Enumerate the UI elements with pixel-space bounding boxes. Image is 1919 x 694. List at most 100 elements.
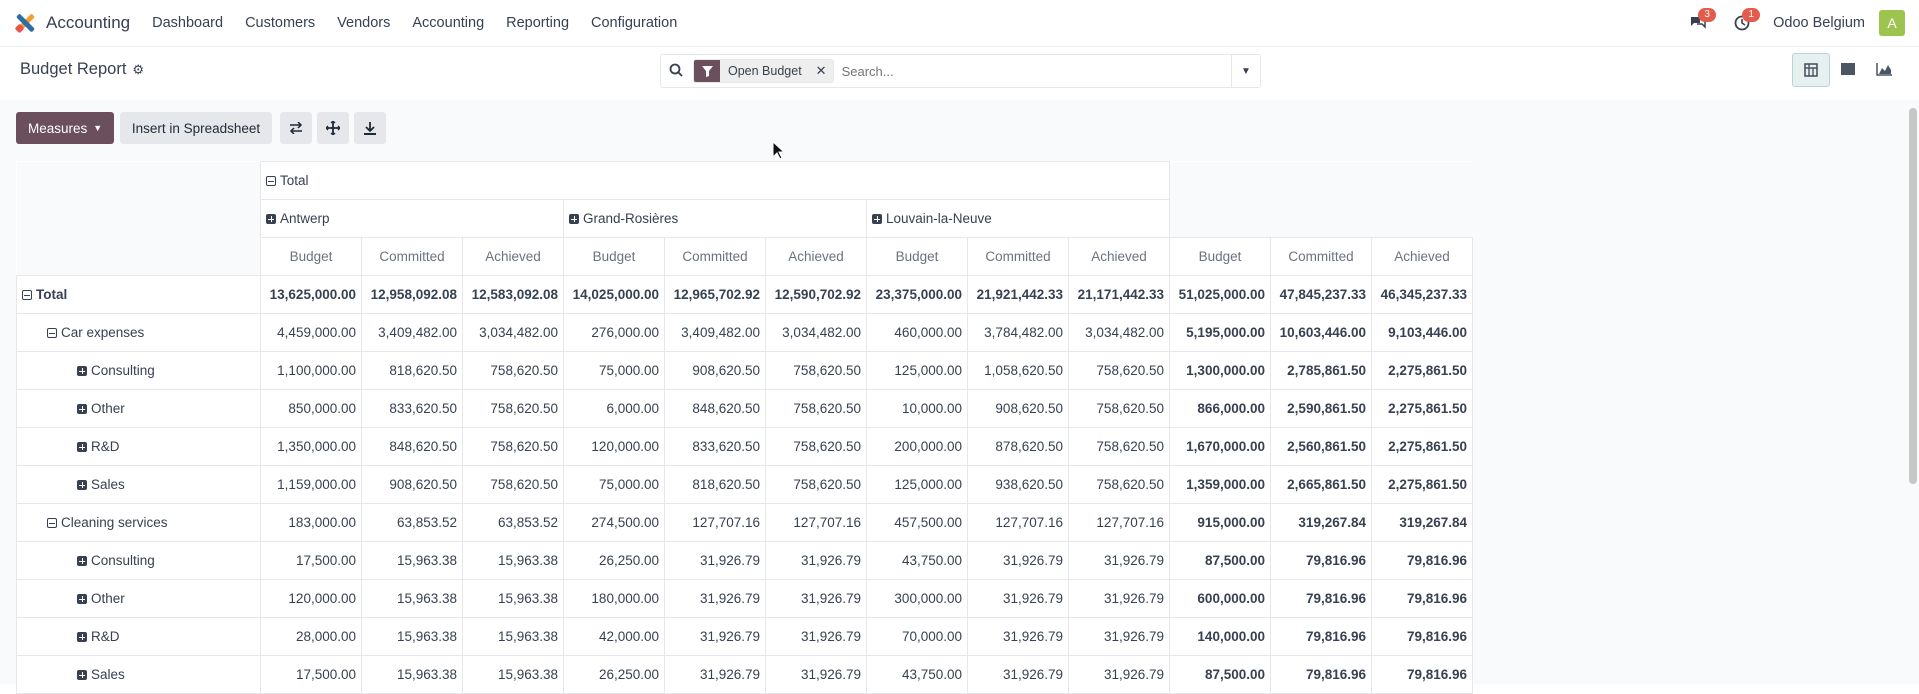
pivot-cell[interactable]: 31,926.79 [967,655,1069,694]
menu-item-vendors[interactable]: Vendors [337,15,391,31]
pivot-cell[interactable]: 125,000.00 [866,465,968,504]
pivot-cell[interactable]: 14,025,000.00 [563,275,665,314]
measure-header[interactable]: Achieved [462,237,564,276]
pivot-cell[interactable]: 15,963.38 [462,617,564,656]
pivot-cell[interactable]: 140,000.00 [1169,617,1271,656]
pivot-cell[interactable]: 12,965,702.92 [664,275,766,314]
measure-header[interactable]: Budget [866,237,968,276]
pivot-cell[interactable]: 127,707.16 [664,503,766,542]
company-switcher[interactable]: Odoo Belgium [1773,15,1865,31]
pivot-cell[interactable]: 183,000.00 [260,503,362,542]
pivot-cell[interactable]: 180,000.00 [563,579,665,618]
pivot-cell[interactable]: 1,300,000.00 [1169,351,1271,390]
pivot-cell[interactable]: 1,359,000.00 [1169,465,1271,504]
pivot-cell[interactable]: 908,620.50 [361,465,463,504]
app-logo-icon[interactable] [14,12,36,34]
pivot-cell[interactable]: 460,000.00 [866,313,968,352]
insert-spreadsheet-button[interactable]: Insert in Spreadsheet [120,112,272,144]
pivot-cell[interactable]: 31,926.79 [664,541,766,580]
list-view-button[interactable] [1830,53,1866,85]
pivot-cell[interactable]: 3,034,482.00 [765,313,867,352]
pivot-cell[interactable]: 2,275,861.50 [1371,351,1473,390]
pivot-cell[interactable]: 15,963.38 [361,655,463,694]
row-header[interactable]: Sales [16,465,261,504]
pivot-cell[interactable]: 120,000.00 [260,579,362,618]
app-name[interactable]: Accounting [46,13,131,32]
pivot-cell[interactable]: 31,926.79 [1068,579,1170,618]
pivot-cell[interactable]: 31,926.79 [765,617,867,656]
pivot-cell[interactable]: 75,000.00 [563,351,665,390]
pivot-cell[interactable]: 31,926.79 [664,655,766,694]
pivot-cell[interactable]: 3,034,482.00 [1068,313,1170,352]
pivot-cell[interactable]: 2,785,861.50 [1270,351,1372,390]
pivot-cell[interactable]: 79,816.96 [1371,541,1473,580]
pivot-cell[interactable]: 21,921,442.33 [967,275,1069,314]
pivot-cell[interactable]: 833,620.50 [664,427,766,466]
flip-axis-button[interactable] [280,112,312,144]
pivot-cell[interactable]: 31,926.79 [765,655,867,694]
row-header[interactable]: Cleaning services [16,503,261,542]
pivot-cell[interactable]: 3,409,482.00 [361,313,463,352]
pivot-cell[interactable]: 1,100,000.00 [260,351,362,390]
pivot-cell[interactable]: 31,926.79 [1068,617,1170,656]
pivot-cell[interactable]: 43,750.00 [866,655,968,694]
pivot-cell[interactable]: 2,275,861.50 [1371,389,1473,428]
pivot-cell[interactable]: 5,195,000.00 [1169,313,1271,352]
pivot-cell[interactable]: 70,000.00 [866,617,968,656]
pivot-cell[interactable]: 938,620.50 [967,465,1069,504]
pivot-cell[interactable]: 758,620.50 [1068,465,1170,504]
pivot-cell[interactable]: 15,963.38 [462,655,564,694]
pivot-cell[interactable]: 818,620.50 [664,465,766,504]
pivot-cell[interactable]: 2,665,861.50 [1270,465,1372,504]
avatar[interactable]: A [1879,10,1905,36]
chevron-down-icon[interactable]: ▼ [1231,55,1260,87]
pivot-cell[interactable]: 908,620.50 [664,351,766,390]
measures-button[interactable]: Measures ▼ [16,112,115,144]
pivot-cell[interactable]: 43,750.00 [866,541,968,580]
pivot-cell[interactable]: 23,375,000.00 [866,275,968,314]
pivot-cell[interactable]: 63,853.52 [462,503,564,542]
row-header[interactable]: Other [16,579,261,618]
measure-header[interactable]: Budget [260,237,362,276]
pivot-cell[interactable]: 79,816.96 [1371,579,1473,618]
pivot-cell[interactable]: 79,816.96 [1371,655,1473,694]
menu-item-accounting[interactable]: Accounting [412,15,485,31]
pivot-cell[interactable]: 15,963.38 [462,579,564,618]
pivot-cell[interactable]: 850,000.00 [260,389,362,428]
pivot-cell[interactable]: 31,926.79 [765,541,867,580]
measure-header[interactable]: Committed [361,237,463,276]
expand-all-button[interactable] [317,112,349,144]
pivot-cell[interactable]: 79,816.96 [1371,617,1473,656]
search-icon[interactable] [661,63,691,80]
pivot-cell[interactable]: 26,250.00 [563,541,665,580]
measure-header[interactable]: Committed [664,237,766,276]
pivot-cell[interactable]: 1,350,000.00 [260,427,362,466]
pivot-cell[interactable]: 31,926.79 [1068,655,1170,694]
pivot-cell[interactable]: 6,000.00 [563,389,665,428]
row-header[interactable]: Sales [16,655,261,694]
pivot-cell[interactable]: 79,816.96 [1270,617,1372,656]
pivot-cell[interactable]: 457,500.00 [866,503,968,542]
pivot-cell[interactable]: 908,620.50 [967,389,1069,428]
pivot-cell[interactable]: 42,000.00 [563,617,665,656]
pivot-cell[interactable]: 127,707.16 [967,503,1069,542]
pivot-cell[interactable]: 46,345,237.33 [1371,275,1473,314]
menu-item-customers[interactable]: Customers [245,15,316,31]
pivot-cell[interactable]: 915,000.00 [1169,503,1271,542]
pivot-cell[interactable]: 9,103,446.00 [1371,313,1473,352]
pivot-cell[interactable]: 200,000.00 [866,427,968,466]
pivot-view-button[interactable] [1792,53,1830,87]
pivot-cell[interactable]: 3,409,482.00 [664,313,766,352]
pivot-cell[interactable]: 31,926.79 [1068,541,1170,580]
pivot-cell[interactable]: 21,171,442.33 [1068,275,1170,314]
pivot-cell[interactable]: 2,275,861.50 [1371,465,1473,504]
pivot-cell[interactable]: 2,560,861.50 [1270,427,1372,466]
pivot-cell[interactable]: 10,603,446.00 [1270,313,1372,352]
pivot-cell[interactable]: 866,000.00 [1169,389,1271,428]
row-header[interactable]: R&D [16,427,261,466]
pivot-cell[interactable]: 79,816.96 [1270,579,1372,618]
pivot-cell[interactable]: 12,590,702.92 [765,275,867,314]
pivot-cell[interactable]: 31,926.79 [967,617,1069,656]
pivot-cell[interactable]: 600,000.00 [1169,579,1271,618]
pivot-cell[interactable]: 758,620.50 [765,389,867,428]
